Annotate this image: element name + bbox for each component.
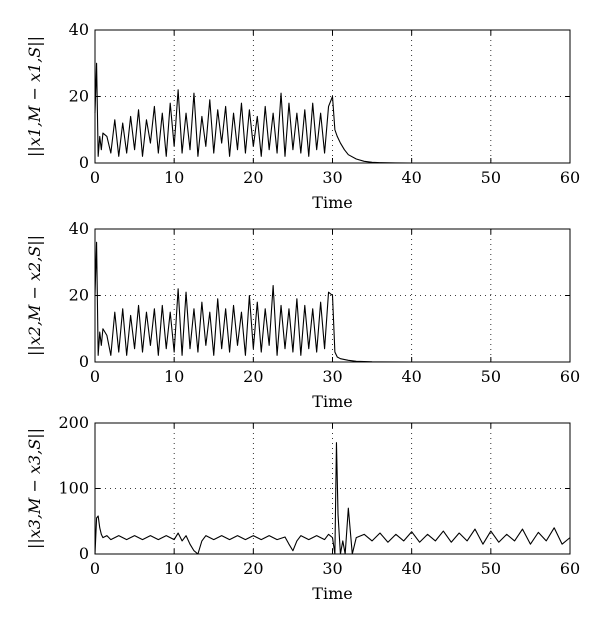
x-tick-label: 40 — [401, 168, 421, 187]
x-tick-label: 50 — [481, 168, 501, 187]
x-tick-label: 40 — [401, 367, 421, 386]
series-line-1 — [94, 241, 570, 363]
y-tick-label: 0 — [79, 153, 89, 172]
x-tick-label: 20 — [243, 559, 263, 578]
y-tick-label: 40 — [69, 219, 89, 238]
x-tick-label: 60 — [560, 168, 580, 187]
chart-panel-2: 0 10 20 30 40 50 60 0 20 40 Time ||x2,M − x2,S|| — [25, 219, 580, 411]
y-axis-label: ||x1,M − x1,S|| — [25, 36, 44, 157]
x-tick-label: 60 — [560, 559, 580, 578]
x-tick-label: 20 — [243, 168, 263, 187]
x-tick-label: 0 — [90, 367, 100, 386]
y-tick-label: 100 — [58, 479, 89, 498]
series-line-1 — [94, 442, 571, 555]
x-axis-label: Time — [312, 392, 352, 411]
y-tick-label: 20 — [69, 87, 89, 106]
y-tick-label: 200 — [58, 413, 89, 432]
x-tick-label: 0 — [90, 559, 100, 578]
series-line-1 — [94, 62, 570, 164]
y-axis-label: ||x3,M − x3,S|| — [25, 428, 44, 549]
y-tick-label: 0 — [79, 352, 89, 371]
x-tick-label: 30 — [322, 367, 342, 386]
chart-panel-1: 0 10 20 30 40 50 60 0 20 40 Time ||x1,M − x1,S|| — [25, 20, 580, 212]
y-tick-label: 40 — [69, 20, 89, 39]
x-tick-label: 10 — [164, 367, 184, 386]
y-axis-label: ||x2,M − x2,S|| — [25, 235, 44, 356]
x-tick-label: 30 — [322, 168, 342, 187]
x-tick-label: 20 — [243, 367, 263, 386]
x-tick-label: 50 — [481, 559, 501, 578]
x-axis-label: Time — [312, 193, 352, 212]
y-tick-label: 0 — [79, 544, 89, 563]
x-tick-label: 30 — [322, 559, 342, 578]
chart-panel-3: 0 10 20 30 40 50 60 0 100 200 Time ||x3,M − x3,S|| — [25, 413, 580, 603]
x-tick-label: 10 — [164, 168, 184, 187]
x-tick-label: 0 — [90, 168, 100, 187]
x-tick-label: 60 — [560, 367, 580, 386]
y-tick-label: 20 — [69, 286, 89, 305]
x-axis-label: Time — [312, 584, 352, 603]
x-tick-label: 50 — [481, 367, 501, 386]
x-tick-label: 40 — [401, 559, 421, 578]
x-tick-label: 10 — [164, 559, 184, 578]
